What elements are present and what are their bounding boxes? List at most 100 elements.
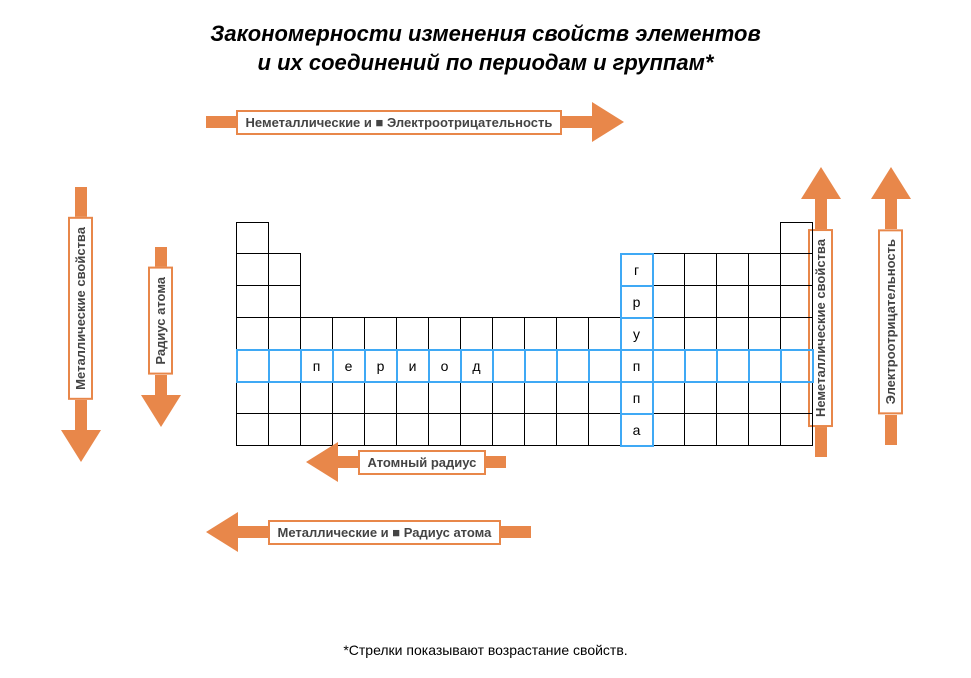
pt-cell [781, 382, 813, 414]
pt-cell [685, 318, 717, 350]
pt-cell [237, 382, 269, 414]
pt-cell [269, 382, 301, 414]
pt-cell [781, 318, 813, 350]
title-line1: Закономерности изменения свойств элемент… [210, 21, 761, 46]
pt-cell [461, 382, 493, 414]
pt-cell [621, 223, 653, 254]
pt-cell [717, 350, 749, 382]
pt-cell [397, 382, 429, 414]
pt-cell [781, 223, 813, 254]
pt-cell [557, 223, 589, 254]
pt-cell [653, 286, 685, 318]
pt-cell [429, 286, 461, 318]
arrow-right-electronegativity: Электроотрицательность [876, 167, 906, 444]
pt-cell: р [621, 286, 653, 318]
pt-cell: г [621, 254, 653, 286]
arrow-label: Неметаллические и ■ Электроотрицательнос… [236, 110, 563, 135]
pt-cell [717, 223, 749, 254]
pt-cell: п [301, 350, 333, 382]
diagram-canvas: Неметаллические и ■ Электроотрицательнос… [36, 107, 936, 567]
pt-cell [781, 254, 813, 286]
arrow-label: Атомный радиус [358, 450, 487, 475]
pt-cell [525, 350, 557, 382]
arrow-label: Металлические свойства [68, 217, 93, 400]
pt-cell [557, 414, 589, 446]
pt-cell [269, 414, 301, 446]
pt-cell [301, 414, 333, 446]
arrow-label: Радиус атома [148, 267, 173, 375]
pt-cell: е [333, 350, 365, 382]
pt-cell [493, 286, 525, 318]
page-title: Закономерности изменения свойств элемент… [20, 20, 951, 77]
pt-cell [717, 318, 749, 350]
pt-cell [685, 414, 717, 446]
pt-cell [525, 254, 557, 286]
pt-cell [269, 254, 301, 286]
pt-cell [525, 223, 557, 254]
pt-cell [589, 350, 621, 382]
pt-cell [461, 414, 493, 446]
pt-cell: п [621, 382, 653, 414]
pt-cell [461, 286, 493, 318]
pt-cell [653, 350, 685, 382]
pt-cell [301, 254, 333, 286]
pt-cell [397, 414, 429, 446]
pt-cell [557, 286, 589, 318]
pt-cell [493, 254, 525, 286]
pt-cell [557, 350, 589, 382]
pt-cell [429, 382, 461, 414]
pt-cell [301, 223, 333, 254]
pt-cell [333, 286, 365, 318]
pt-cell [461, 318, 493, 350]
pt-cell [237, 350, 269, 382]
pt-cell [749, 254, 781, 286]
arrow-bottom-metallic-radius: Металлические и ■ Радиус атома [206, 517, 532, 547]
pt-cell [781, 350, 813, 382]
pt-cell [429, 414, 461, 446]
pt-cell [589, 286, 621, 318]
arrow-label: Металлические и ■ Радиус атома [268, 520, 502, 545]
pt-cell [557, 382, 589, 414]
pt-cell [493, 382, 525, 414]
pt-cell [333, 254, 365, 286]
footnote: *Стрелки показывают возрастание свойств. [0, 642, 971, 658]
pt-cell [269, 318, 301, 350]
pt-cell [269, 286, 301, 318]
arrow-top-nonmetallic-en: Неметаллические и ■ Электроотрицательнос… [206, 107, 625, 137]
pt-cell [749, 223, 781, 254]
pt-cell [749, 382, 781, 414]
pt-cell [365, 414, 397, 446]
pt-cell [493, 350, 525, 382]
pt-cell [653, 414, 685, 446]
pt-cell: о [429, 350, 461, 382]
pt-cell [685, 286, 717, 318]
pt-cell [589, 382, 621, 414]
pt-cell [429, 318, 461, 350]
pt-cell [749, 286, 781, 318]
pt-cell [461, 223, 493, 254]
pt-cell [461, 254, 493, 286]
pt-cell [333, 223, 365, 254]
pt-cell [237, 414, 269, 446]
pt-cell [781, 414, 813, 446]
pt-cell [653, 223, 685, 254]
pt-cell [589, 223, 621, 254]
pt-cell [589, 254, 621, 286]
pt-cell: у [621, 318, 653, 350]
pt-cell: р [365, 350, 397, 382]
pt-cell: п [621, 350, 653, 382]
pt-cell [237, 254, 269, 286]
pt-cell [301, 286, 333, 318]
pt-cell [493, 318, 525, 350]
pt-cell [653, 318, 685, 350]
pt-cell [429, 223, 461, 254]
pt-cell [717, 414, 749, 446]
pt-cell [717, 382, 749, 414]
pt-cell [237, 223, 269, 254]
pt-cell [685, 223, 717, 254]
pt-cell [685, 382, 717, 414]
pt-cell [365, 318, 397, 350]
pt-cell [525, 318, 557, 350]
pt-cell [685, 254, 717, 286]
pt-cell [429, 254, 461, 286]
